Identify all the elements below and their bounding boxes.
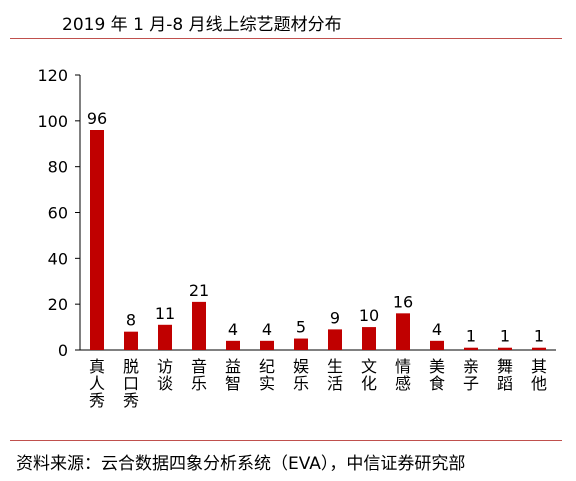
data-label: 21 [189,281,209,300]
bar [464,347,478,350]
x-tick-label: 舞蹈 [497,357,513,393]
svg-text:智: 智 [225,374,241,393]
bar [192,301,206,350]
svg-text:音: 音 [191,357,207,376]
svg-text:秀: 秀 [123,391,139,410]
x-tick-label: 访谈 [157,357,173,393]
bar [90,130,104,350]
bar [362,327,376,350]
bars [90,130,546,350]
svg-text:娱: 娱 [293,357,309,376]
svg-text:食: 食 [429,374,445,393]
svg-text:其: 其 [531,357,547,376]
y-tick-label: 0 [58,341,68,360]
svg-text:美: 美 [429,357,445,376]
svg-text:乐: 乐 [293,374,309,393]
svg-text:脱: 脱 [123,357,139,376]
svg-text:文: 文 [361,357,377,376]
bar [396,313,410,350]
svg-text:蹈: 蹈 [497,374,513,393]
data-label: 16 [393,292,413,311]
svg-text:益: 益 [225,357,241,376]
x-tick-label: 情感 [395,357,411,393]
x-tick-label: 文化 [361,357,377,393]
bar [498,347,512,350]
y-tick-label: 20 [48,295,68,314]
svg-text:人: 人 [89,374,105,393]
data-label: 10 [359,306,379,325]
x-tick-label: 其他 [531,357,547,393]
y-axis: 0 20 40 60 80 100 120 [37,66,81,360]
bar [294,338,308,350]
x-tick-label: 美食 [429,357,445,393]
x-tick-label: 亲子 [463,357,479,393]
svg-text:口: 口 [123,374,139,393]
data-label: 1 [534,327,544,346]
y-tick-label: 40 [48,249,68,268]
data-label: 1 [500,327,510,346]
bar [328,329,342,350]
x-tick-label: 益智 [225,357,241,393]
bar [158,324,172,350]
data-label: 4 [432,320,442,339]
svg-text:谈: 谈 [157,374,173,393]
bar [532,347,546,350]
data-label: 11 [155,304,175,323]
data-label: 4 [228,320,238,339]
source-note: 资料来源：云合数据四象分析系统（EVA），中信证券研究部 [16,454,466,474]
svg-text:情: 情 [395,357,411,376]
bar [226,340,240,350]
y-tick-label: 80 [48,158,68,177]
svg-text:真: 真 [89,357,105,376]
svg-text:访: 访 [157,357,173,376]
x-tick-label: 真人秀 [89,357,105,410]
bar [124,331,138,350]
svg-text:感: 感 [395,374,411,393]
svg-text:生: 生 [327,357,343,376]
data-label: 4 [262,320,272,339]
bar [430,340,444,350]
svg-text:化: 化 [361,374,377,393]
y-tick-label: 60 [48,204,68,223]
chart-title: 2019 年 1 月-8 月线上综艺题材分布 [62,15,342,35]
title-divider [10,38,562,39]
x-tick-label: 生活 [327,357,343,393]
svg-text:纪: 纪 [259,357,275,376]
svg-text:子: 子 [463,374,479,393]
x-tick-label: 娱乐 [293,357,309,393]
data-label: 5 [296,318,306,337]
data-label: 8 [126,311,136,330]
svg-text:他: 他 [531,374,547,393]
svg-text:舞: 舞 [497,357,513,376]
bar [260,340,274,350]
x-tick-label: 脱口秀 [123,357,139,410]
y-tick-label: 100 [37,112,68,131]
y-tick-label: 120 [37,66,68,85]
source-divider [10,440,562,441]
svg-text:亲: 亲 [463,357,479,376]
svg-text:活: 活 [327,374,343,393]
x-tick-label: 纪实 [259,357,275,393]
svg-text:乐: 乐 [191,374,207,393]
x-tick-label: 音乐 [191,357,207,393]
data-label: 96 [87,109,107,128]
svg-text:实: 实 [259,374,275,393]
data-label: 1 [466,327,476,346]
svg-text:秀: 秀 [89,391,105,410]
data-label: 9 [330,308,340,327]
